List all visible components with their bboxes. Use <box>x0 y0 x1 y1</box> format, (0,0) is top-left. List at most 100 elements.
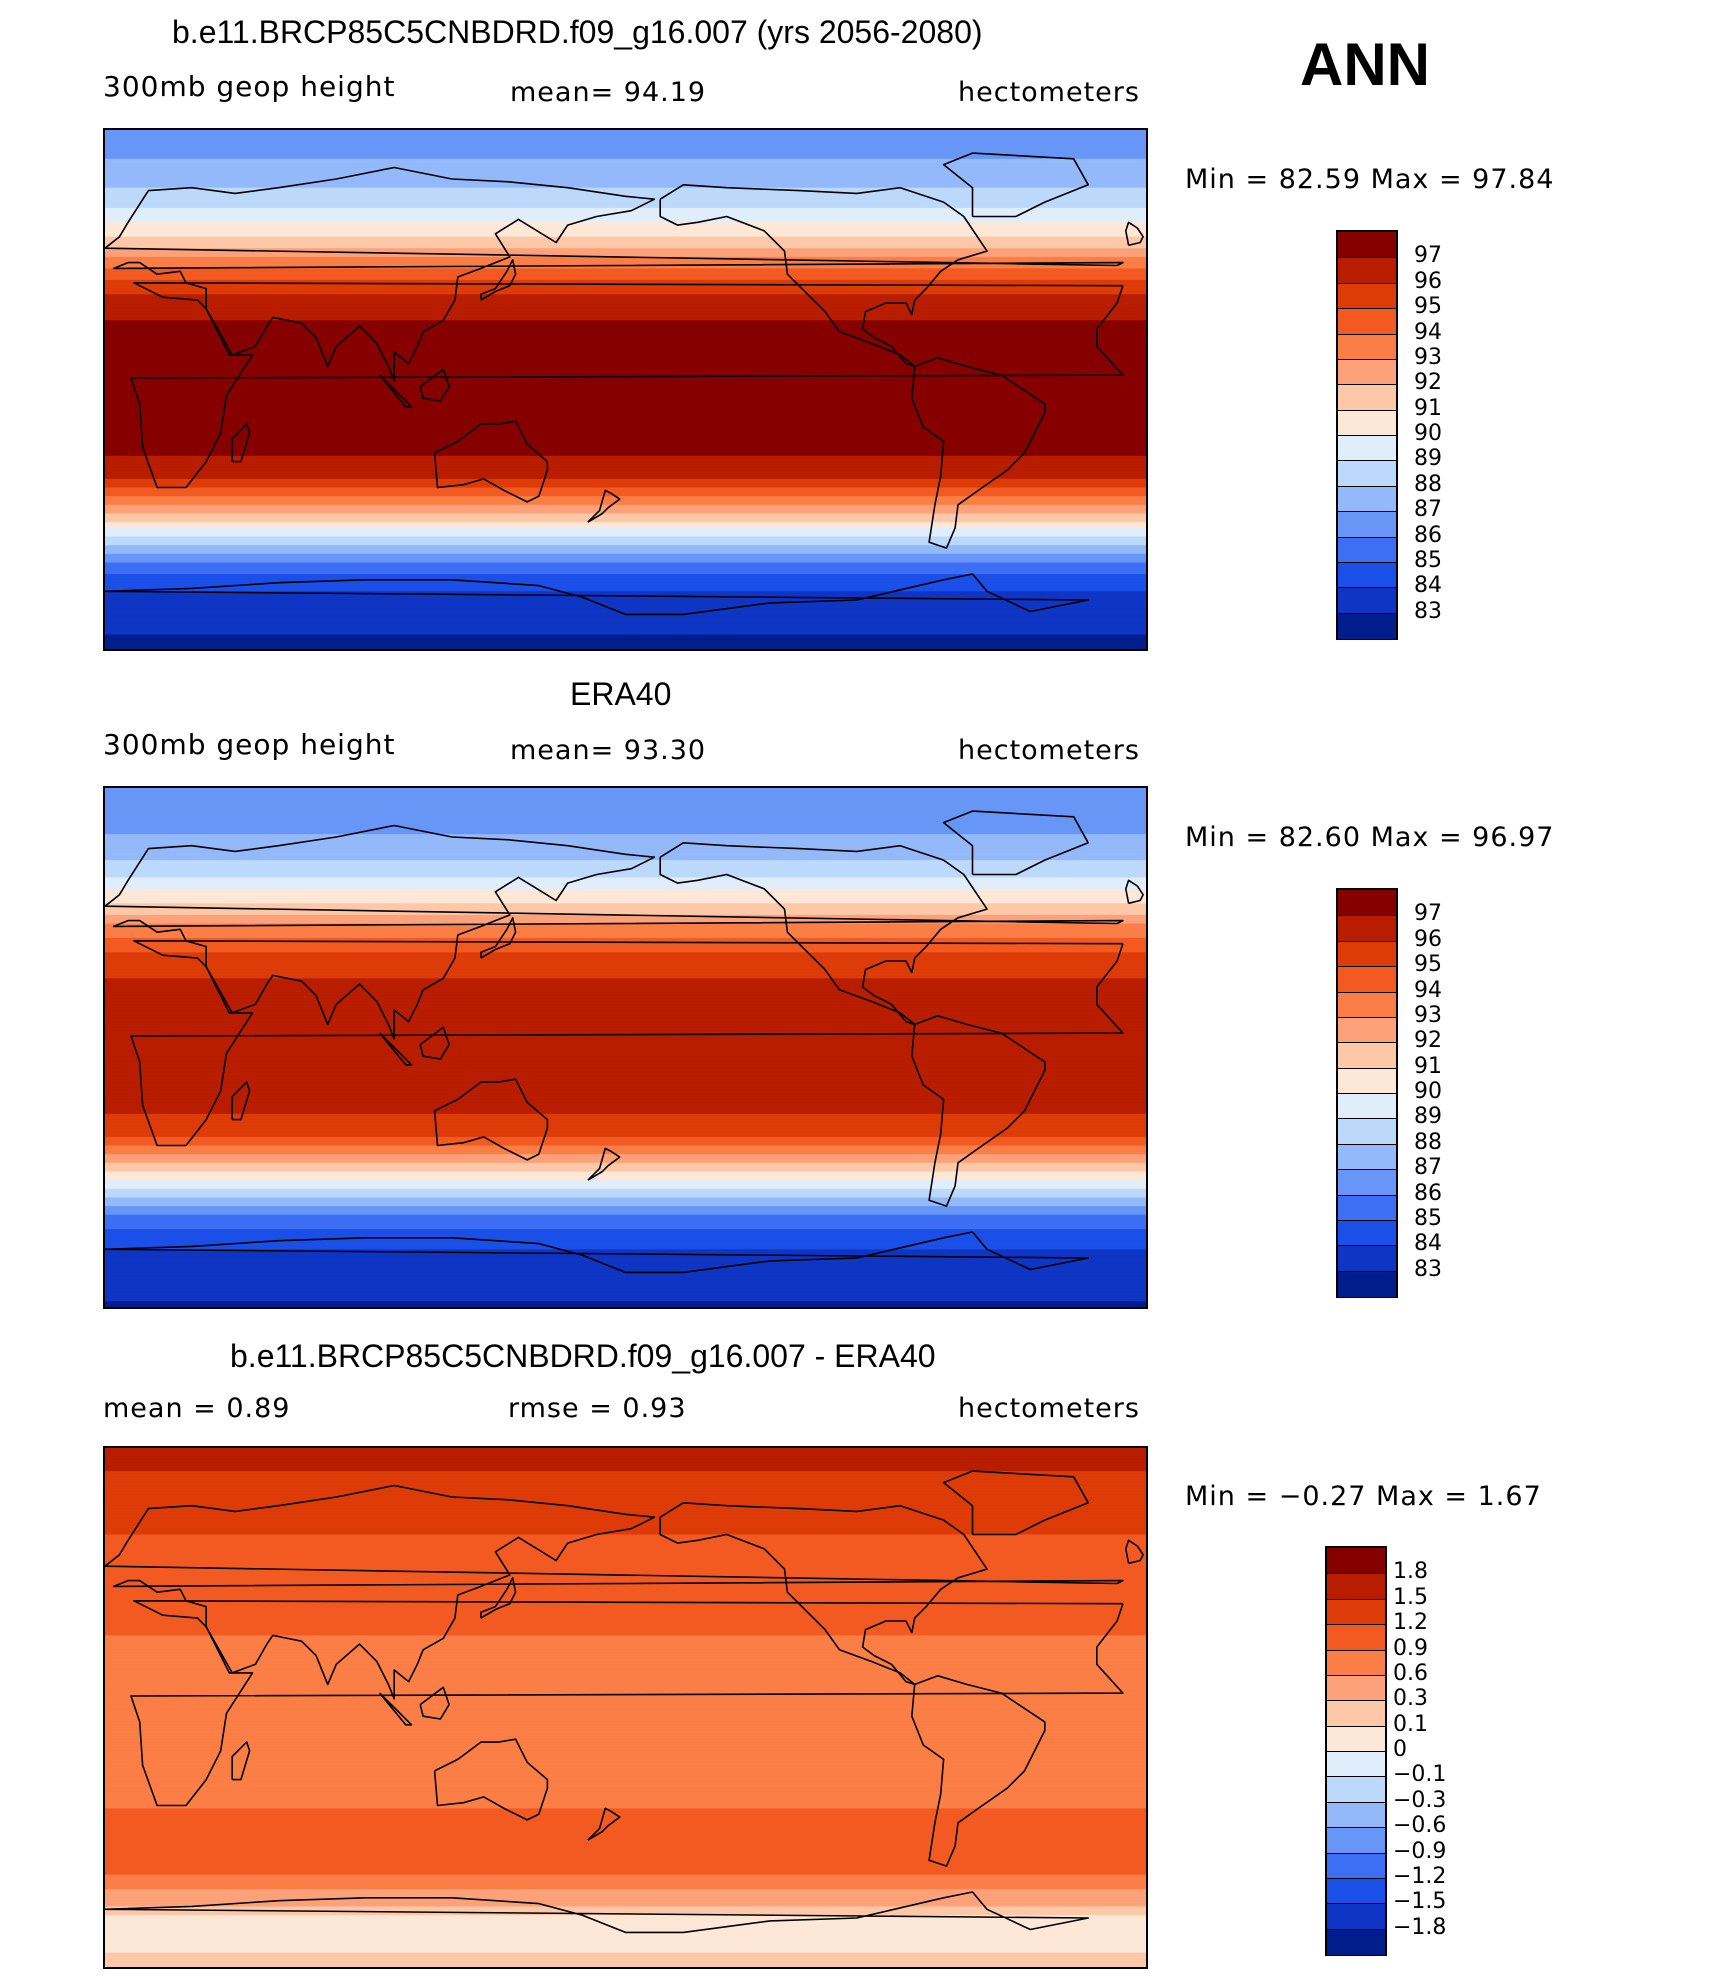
map-band <box>105 1845 1146 1850</box>
coastline <box>659 1501 988 1686</box>
map-band <box>105 1964 1146 1967</box>
map-band <box>105 805 1146 809</box>
map-band <box>105 1145 1146 1150</box>
map-band <box>105 1675 1146 1680</box>
map-band <box>105 860 1146 864</box>
map-band <box>105 1678 1146 1683</box>
panel-2-map <box>103 786 1148 1309</box>
colorbar-box <box>1338 333 1396 360</box>
panel-3-map-svg <box>105 1448 1146 1967</box>
map-band <box>105 1522 1146 1527</box>
map-band <box>105 842 1146 847</box>
colorbar-box <box>1338 991 1396 1018</box>
map-band <box>105 1070 1146 1075</box>
map-band <box>105 236 1146 241</box>
map-band <box>105 1154 1146 1158</box>
map-band <box>105 790 1146 795</box>
map-band <box>105 1814 1146 1818</box>
colorbar-tick-label: −0.1 <box>1393 1762 1447 1788</box>
map-band <box>105 245 1146 249</box>
colorbar-box <box>1338 435 1396 461</box>
map-band <box>105 1243 1146 1248</box>
colorbar-tick-label: 84 <box>1414 573 1442 599</box>
coastline <box>105 166 1124 382</box>
map-band <box>105 1560 1146 1564</box>
map-band <box>105 1119 1146 1124</box>
map-band <box>105 484 1146 489</box>
map-band <box>105 1246 1146 1250</box>
map-band <box>105 1920 1146 1925</box>
map-band <box>105 395 1146 399</box>
coastline <box>105 573 1090 616</box>
colorbar-box <box>1338 1219 1396 1246</box>
map-band <box>105 579 1146 584</box>
map-band <box>105 542 1146 546</box>
colorbar-tick-label: 91 <box>1414 1053 1442 1079</box>
map-band <box>105 354 1146 359</box>
map-band <box>105 536 1146 541</box>
map-band <box>105 314 1146 319</box>
map-band <box>105 1275 1146 1279</box>
map-band <box>105 1491 1146 1495</box>
map-band <box>105 450 1146 454</box>
map-band <box>105 1742 1146 1746</box>
map-band <box>105 1249 1146 1253</box>
colorbar-box <box>1327 1877 1385 1904</box>
map-band <box>105 1061 1146 1066</box>
map-band <box>105 490 1146 494</box>
map-band <box>105 591 1146 595</box>
map-band <box>105 366 1146 370</box>
map-band <box>105 1589 1146 1593</box>
map-band <box>105 1566 1146 1570</box>
map-band <box>105 242 1146 246</box>
map-band <box>105 352 1146 356</box>
map-band <box>105 978 1146 982</box>
coastline <box>659 841 988 1026</box>
coastline <box>587 1147 621 1181</box>
map-band <box>105 1073 1146 1077</box>
map-band <box>105 1099 1146 1103</box>
map-band <box>105 1563 1146 1567</box>
map-band <box>105 788 1146 792</box>
map-band <box>105 1502 1146 1507</box>
map-band <box>105 998 1146 1002</box>
map-band <box>105 1574 1146 1579</box>
map-band <box>105 799 1146 804</box>
map-band <box>105 903 1146 907</box>
colorbar-box <box>1338 966 1396 992</box>
map-band <box>105 1843 1146 1847</box>
map-band <box>105 470 1146 474</box>
map-band <box>105 1211 1146 1216</box>
map-band <box>105 539 1146 543</box>
map-band <box>105 1759 1146 1763</box>
map-band <box>105 1727 1146 1732</box>
map-band <box>105 1479 1146 1484</box>
map-band <box>105 176 1146 180</box>
panel-2-mean-label: mean= 93.30 <box>510 735 707 766</box>
colorbar-tick-label: −1.5 <box>1393 1889 1447 1915</box>
map-band <box>105 392 1146 396</box>
map-band <box>105 1580 1146 1585</box>
map-band <box>105 1229 1146 1233</box>
map-band <box>105 326 1146 330</box>
map-band <box>105 251 1146 255</box>
colorbar-tick-label: 1.8 <box>1393 1559 1428 1585</box>
map-band <box>105 886 1146 890</box>
map-band <box>105 1952 1146 1957</box>
map-band <box>105 380 1146 385</box>
colorbar-box <box>1338 308 1396 334</box>
map-band <box>105 170 1146 174</box>
map-band <box>105 372 1146 376</box>
coastline <box>910 357 1046 549</box>
coastline <box>910 1015 1046 1207</box>
map-band <box>105 1096 1146 1100</box>
colorbar-box <box>1338 384 1396 411</box>
map-band <box>105 1067 1146 1072</box>
map-band <box>105 1148 1146 1152</box>
map-band <box>105 1915 1146 1919</box>
map-band <box>105 969 1146 974</box>
map-band <box>105 1788 1146 1792</box>
map-band <box>105 989 1146 994</box>
map-band <box>105 403 1146 408</box>
map-band <box>105 1056 1146 1060</box>
